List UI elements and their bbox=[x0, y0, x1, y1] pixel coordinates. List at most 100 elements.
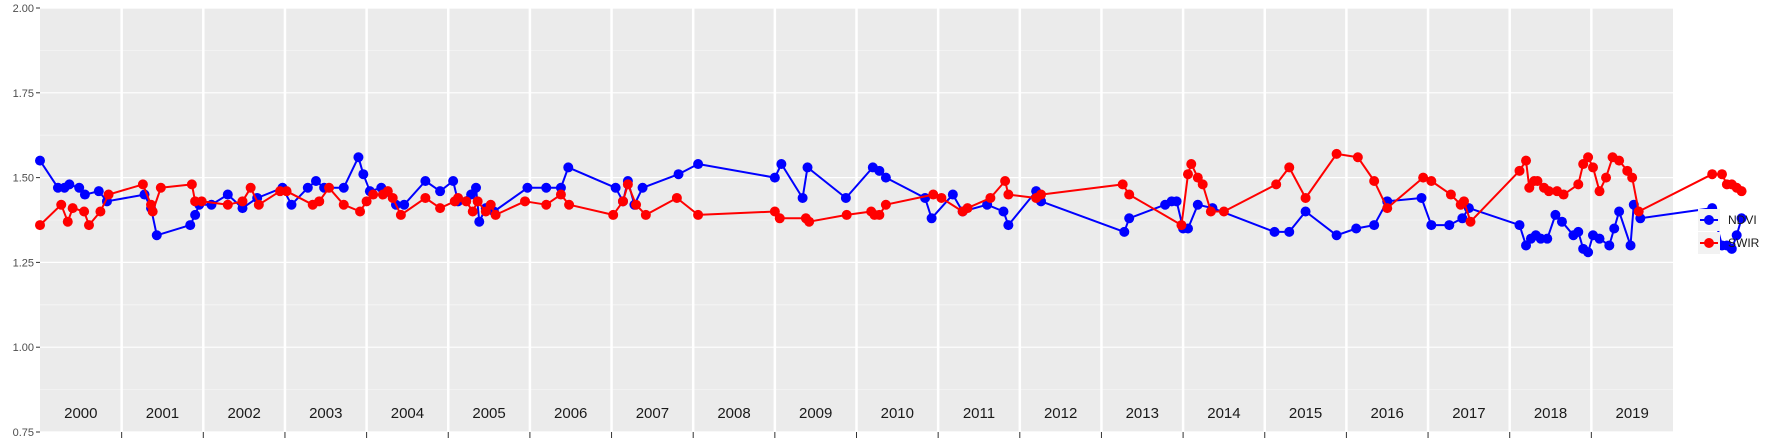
swir-point bbox=[1284, 162, 1295, 173]
swir-point bbox=[1583, 152, 1594, 163]
ndvi-point bbox=[693, 159, 704, 170]
swir-point bbox=[361, 196, 372, 207]
swir-point bbox=[1271, 179, 1282, 190]
year-label: 2019 bbox=[1615, 405, 1648, 422]
swir-point bbox=[237, 196, 248, 207]
swir-point bbox=[608, 209, 619, 220]
swir-point bbox=[1587, 162, 1598, 173]
swir-point bbox=[435, 203, 446, 214]
swir-point bbox=[564, 199, 575, 210]
year-label: 2010 bbox=[881, 405, 914, 422]
swir-point bbox=[1369, 175, 1380, 186]
swir-point bbox=[1614, 155, 1625, 166]
ndvi-point bbox=[1625, 240, 1636, 251]
ndvi-point bbox=[541, 182, 552, 193]
swir-point bbox=[1627, 172, 1638, 183]
swir-point bbox=[35, 220, 45, 231]
swir-point bbox=[1418, 172, 1429, 183]
ndvi-point bbox=[302, 182, 313, 193]
swir-point bbox=[928, 189, 939, 200]
swir-point bbox=[1205, 206, 1216, 217]
swir-point bbox=[1182, 169, 1193, 180]
swir-point bbox=[1331, 148, 1342, 159]
y-tick-label: 1.25 bbox=[13, 257, 34, 269]
swir-point bbox=[1382, 203, 1393, 214]
swir-point bbox=[520, 196, 531, 207]
y-tick-label: 2.00 bbox=[13, 3, 34, 15]
swir-point bbox=[640, 209, 651, 220]
swir-point bbox=[693, 209, 704, 220]
swir-point bbox=[1352, 152, 1363, 163]
y-axis: 0.75 1.00 1.25 1.50 1.75 2.00 bbox=[13, 3, 40, 439]
swir-point bbox=[461, 196, 472, 207]
swir-point bbox=[1521, 155, 1532, 166]
swir-point bbox=[222, 199, 233, 210]
swir-point bbox=[355, 206, 366, 217]
ndvi-point bbox=[1731, 230, 1742, 241]
ndvi-point bbox=[222, 189, 233, 200]
ndvi-point bbox=[64, 179, 75, 190]
swir-point bbox=[137, 179, 148, 190]
swir-point bbox=[541, 199, 552, 210]
swir-point bbox=[774, 213, 785, 224]
ndvi-point bbox=[1284, 226, 1295, 237]
year-label: 2007 bbox=[636, 405, 669, 422]
swir-point bbox=[622, 179, 633, 190]
year-label: 2016 bbox=[1371, 405, 1404, 422]
year-label: 2014 bbox=[1207, 405, 1240, 422]
swir-point bbox=[67, 203, 78, 214]
year-label: 2015 bbox=[1289, 405, 1322, 422]
swir-point bbox=[1003, 189, 1014, 200]
ndvi-point bbox=[185, 220, 196, 231]
swir-point bbox=[1218, 206, 1229, 217]
swir-point bbox=[1124, 189, 1135, 200]
ndvi-point bbox=[776, 159, 787, 170]
ndvi-point bbox=[1594, 233, 1605, 244]
swir-point bbox=[338, 199, 349, 210]
ndvi-point bbox=[1604, 240, 1615, 251]
swir-point bbox=[1426, 175, 1437, 186]
ndvi-point bbox=[998, 206, 1009, 217]
swir-point bbox=[324, 182, 335, 193]
swir-point bbox=[1716, 169, 1727, 180]
swir-point bbox=[245, 182, 256, 193]
ndvi-point bbox=[353, 152, 364, 163]
swir-legend-label: SWIR bbox=[1728, 236, 1760, 250]
ndvi-point bbox=[93, 186, 104, 197]
swir-point bbox=[1036, 189, 1047, 200]
swir-point bbox=[79, 206, 90, 217]
ndvi-point bbox=[79, 189, 90, 200]
ndvi-point bbox=[286, 199, 297, 210]
swir-legend-marker bbox=[1704, 238, 1714, 248]
swir-point bbox=[936, 192, 947, 203]
ndvi-point bbox=[1119, 226, 1130, 237]
ndvi-point bbox=[1416, 192, 1427, 203]
ndvi-point bbox=[1269, 226, 1280, 237]
swir-point bbox=[83, 220, 94, 231]
swir-point bbox=[1543, 186, 1554, 197]
swir-point bbox=[804, 216, 815, 227]
swir-point bbox=[1532, 175, 1543, 186]
year-label: 2002 bbox=[227, 405, 260, 422]
swir-point bbox=[1594, 186, 1605, 197]
year-label: 2003 bbox=[309, 405, 342, 422]
ndvi-point bbox=[399, 199, 410, 210]
swir-point bbox=[472, 196, 483, 207]
ndvi-point bbox=[522, 182, 533, 193]
swir-point bbox=[395, 209, 406, 220]
swir-point bbox=[281, 186, 292, 197]
ndvi-point bbox=[1300, 206, 1311, 217]
swir-point bbox=[1573, 179, 1584, 190]
swir-point bbox=[467, 206, 478, 217]
y-tick-label: 1.50 bbox=[13, 173, 34, 185]
year-label: 2000 bbox=[64, 405, 97, 422]
ndvi-point bbox=[1171, 196, 1182, 207]
year-label: 2005 bbox=[472, 405, 505, 422]
ndvi-point bbox=[673, 169, 684, 180]
swir-point bbox=[387, 192, 398, 203]
ndvi-point bbox=[448, 175, 459, 186]
ndvi-point bbox=[1331, 230, 1342, 241]
ndvi-point bbox=[1550, 209, 1561, 220]
swir-point bbox=[617, 196, 628, 207]
